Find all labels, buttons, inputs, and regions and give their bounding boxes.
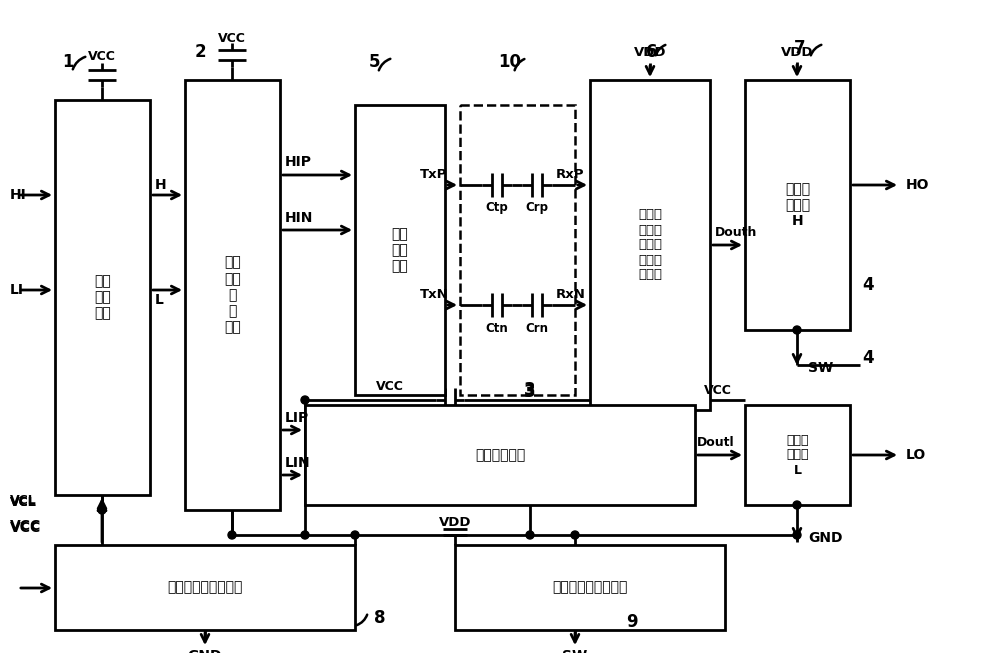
Text: LI: LI xyxy=(10,283,24,297)
Circle shape xyxy=(793,326,801,334)
Text: TxP: TxP xyxy=(420,168,447,180)
Text: TxN: TxN xyxy=(420,287,449,300)
Text: 输出驱
动电路
L: 输出驱 动电路 L xyxy=(786,434,809,477)
Circle shape xyxy=(526,531,534,539)
Text: 低侧延时电路: 低侧延时电路 xyxy=(475,448,525,462)
Text: 5: 5 xyxy=(369,53,381,71)
Text: RxP: RxP xyxy=(556,168,584,180)
Text: GND: GND xyxy=(808,531,842,545)
Text: VDD: VDD xyxy=(634,46,666,59)
Text: 输出驱
动电路
H: 输出驱 动电路 H xyxy=(785,182,810,228)
Circle shape xyxy=(571,531,579,539)
Text: 输入
接收
电路: 输入 接收 电路 xyxy=(94,274,111,321)
Bar xyxy=(55,545,355,630)
Text: VCC: VCC xyxy=(10,519,41,533)
Text: LO: LO xyxy=(906,448,926,462)
Text: LIN: LIN xyxy=(285,456,311,470)
Bar xyxy=(460,105,575,395)
Bar xyxy=(745,405,850,505)
Text: VCC: VCC xyxy=(376,381,404,394)
Text: RxN: RxN xyxy=(556,287,586,300)
Text: 3: 3 xyxy=(524,383,536,401)
Text: 调制
发送
电路: 调制 发送 电路 xyxy=(392,227,408,273)
Text: 高共模
瞬态抑
制差分
信号接
收电路: 高共模 瞬态抑 制差分 信号接 收电路 xyxy=(638,208,662,281)
Text: VDD: VDD xyxy=(781,46,813,59)
Text: 2: 2 xyxy=(194,43,206,61)
Text: 6: 6 xyxy=(646,43,658,61)
Bar xyxy=(590,80,710,410)
Text: VCC: VCC xyxy=(218,31,246,44)
Bar xyxy=(455,545,725,630)
Text: 7: 7 xyxy=(794,39,806,57)
Text: HIN: HIN xyxy=(285,211,313,225)
Text: 4: 4 xyxy=(862,349,874,367)
Text: VCC: VCC xyxy=(10,521,41,535)
Text: VDD: VDD xyxy=(439,517,471,530)
Text: 4: 4 xyxy=(862,276,874,294)
Text: 3: 3 xyxy=(524,381,536,399)
Circle shape xyxy=(793,531,801,539)
Text: VCL: VCL xyxy=(10,496,37,509)
Text: LIP: LIP xyxy=(285,411,309,425)
Text: SW: SW xyxy=(562,649,588,653)
Text: Ctp: Ctp xyxy=(486,202,508,214)
Text: Douth: Douth xyxy=(715,227,757,240)
Text: H: H xyxy=(155,178,167,192)
Text: VCL: VCL xyxy=(10,494,37,507)
Text: 死区
时间
产
生
电路: 死区 时间 产 生 电路 xyxy=(224,255,241,334)
Text: HO: HO xyxy=(906,178,930,192)
Text: HI: HI xyxy=(10,188,27,202)
Text: SW: SW xyxy=(808,361,833,375)
Text: 9: 9 xyxy=(626,613,638,631)
Text: Ctn: Ctn xyxy=(486,321,508,334)
Bar xyxy=(55,100,150,495)
Circle shape xyxy=(301,531,309,539)
Text: Crn: Crn xyxy=(526,321,548,334)
Circle shape xyxy=(98,506,106,514)
Bar xyxy=(745,80,850,330)
Text: 1: 1 xyxy=(62,53,74,71)
Text: 10: 10 xyxy=(498,53,522,71)
Text: VCC: VCC xyxy=(704,383,732,396)
Text: 8: 8 xyxy=(374,609,386,627)
Text: Doutl: Doutl xyxy=(697,436,735,449)
Bar xyxy=(355,105,445,395)
Text: L: L xyxy=(155,293,164,307)
Text: 接收端低压产生电路: 接收端低压产生电路 xyxy=(552,581,628,594)
Bar xyxy=(305,405,695,505)
Circle shape xyxy=(301,396,309,404)
Text: GND: GND xyxy=(188,649,222,653)
Circle shape xyxy=(351,531,359,539)
Text: VCC: VCC xyxy=(88,50,116,63)
Text: VCL: VCL xyxy=(10,496,37,509)
Text: 发送端低压产生电路: 发送端低压产生电路 xyxy=(167,581,243,594)
Bar xyxy=(185,80,280,510)
Text: HIP: HIP xyxy=(285,155,312,169)
Circle shape xyxy=(228,531,236,539)
Text: Crp: Crp xyxy=(526,202,548,214)
Circle shape xyxy=(793,501,801,509)
